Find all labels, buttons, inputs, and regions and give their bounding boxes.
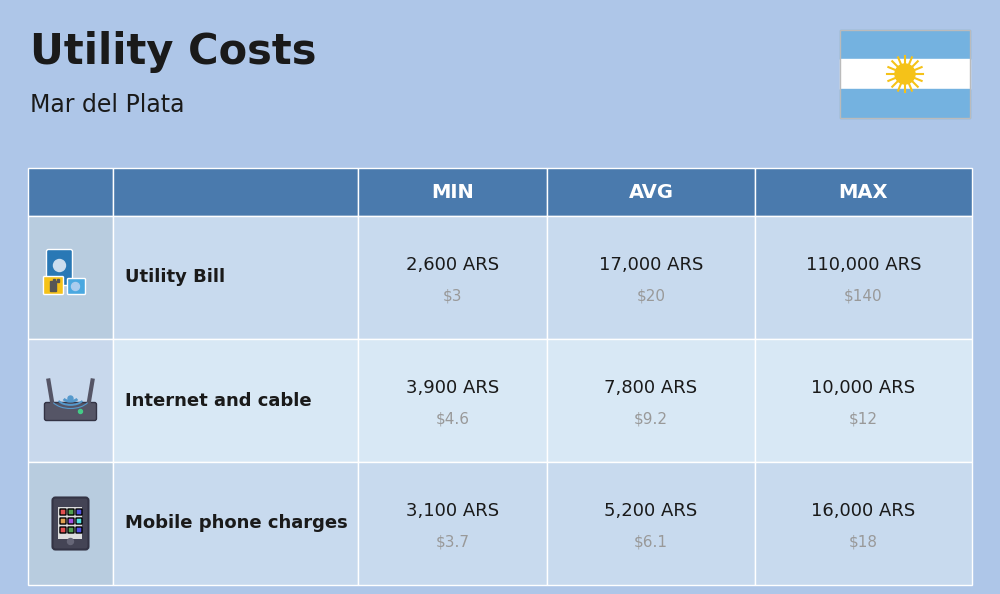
FancyBboxPatch shape: [68, 518, 74, 524]
Bar: [840, 89, 970, 118]
Bar: [113, 216, 358, 339]
FancyBboxPatch shape: [60, 509, 66, 515]
Text: 2,600 ARS: 2,600 ARS: [406, 256, 499, 274]
Text: $9.2: $9.2: [634, 412, 668, 426]
Bar: [840, 30, 970, 59]
Bar: [755, 462, 972, 585]
Text: $18: $18: [849, 535, 878, 549]
Bar: [358, 168, 547, 216]
Circle shape: [71, 283, 79, 290]
Circle shape: [68, 396, 73, 401]
Text: $20: $20: [637, 289, 666, 304]
Bar: [547, 339, 755, 462]
Text: $3.7: $3.7: [436, 535, 470, 549]
Bar: [28, 216, 113, 339]
Bar: [28, 339, 113, 462]
Bar: [113, 168, 358, 216]
Text: AVG: AVG: [629, 182, 674, 201]
FancyBboxPatch shape: [46, 249, 72, 286]
Text: $4.6: $4.6: [436, 412, 470, 426]
Bar: [547, 462, 755, 585]
Bar: [58, 507, 82, 539]
Text: Mobile phone charges: Mobile phone charges: [125, 514, 348, 532]
Text: 10,000 ARS: 10,000 ARS: [811, 379, 916, 397]
FancyBboxPatch shape: [52, 498, 88, 549]
Bar: [547, 168, 755, 216]
Circle shape: [895, 64, 915, 84]
Bar: [547, 216, 755, 339]
Bar: [840, 30, 970, 118]
Text: MAX: MAX: [839, 182, 888, 201]
FancyBboxPatch shape: [76, 527, 82, 533]
Text: $3: $3: [443, 289, 463, 304]
Bar: [113, 462, 358, 585]
Bar: [28, 168, 113, 216]
FancyBboxPatch shape: [76, 518, 82, 524]
FancyBboxPatch shape: [43, 276, 63, 295]
FancyBboxPatch shape: [60, 527, 66, 533]
Text: 3,100 ARS: 3,100 ARS: [406, 502, 499, 520]
Text: $6.1: $6.1: [634, 535, 668, 549]
FancyBboxPatch shape: [68, 509, 74, 515]
Text: 110,000 ARS: 110,000 ARS: [806, 256, 921, 274]
Circle shape: [67, 539, 73, 545]
FancyBboxPatch shape: [44, 403, 96, 421]
Bar: [358, 339, 547, 462]
FancyBboxPatch shape: [67, 279, 85, 295]
Text: Mar del Plata: Mar del Plata: [30, 93, 184, 117]
Bar: [358, 216, 547, 339]
Text: 3,900 ARS: 3,900 ARS: [406, 379, 499, 397]
Bar: [50, 280, 56, 290]
Text: $140: $140: [844, 289, 883, 304]
Text: 16,000 ARS: 16,000 ARS: [811, 502, 916, 520]
Bar: [755, 339, 972, 462]
Circle shape: [53, 260, 65, 271]
Text: Internet and cable: Internet and cable: [125, 391, 312, 409]
Bar: [57, 279, 59, 282]
Text: MIN: MIN: [431, 182, 474, 201]
Bar: [53, 279, 55, 282]
Bar: [358, 462, 547, 585]
Text: Utility Costs: Utility Costs: [30, 31, 316, 73]
Text: 7,800 ARS: 7,800 ARS: [604, 379, 698, 397]
Text: Utility Bill: Utility Bill: [125, 268, 225, 286]
Text: 17,000 ARS: 17,000 ARS: [599, 256, 703, 274]
Bar: [755, 168, 972, 216]
Bar: [28, 462, 113, 585]
FancyBboxPatch shape: [68, 527, 74, 533]
Text: 5,200 ARS: 5,200 ARS: [604, 502, 698, 520]
Bar: [840, 59, 970, 89]
Text: $12: $12: [849, 412, 878, 426]
Circle shape: [78, 409, 82, 413]
FancyBboxPatch shape: [76, 509, 82, 515]
Bar: [113, 339, 358, 462]
Bar: [755, 216, 972, 339]
FancyBboxPatch shape: [60, 518, 66, 524]
